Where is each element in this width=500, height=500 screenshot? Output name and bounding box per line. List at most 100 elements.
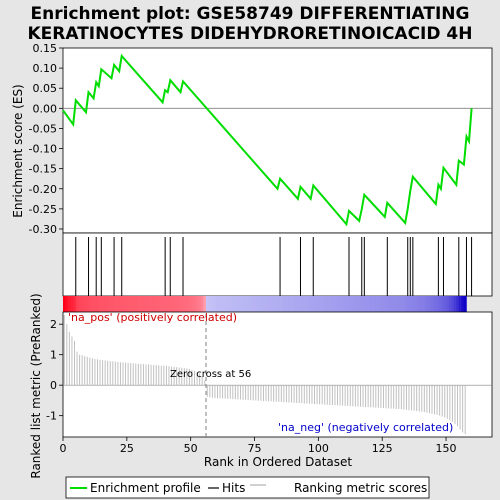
heatmap-cell — [377, 296, 380, 312]
heatmap-cell — [244, 296, 248, 312]
heatmap-cell — [305, 296, 309, 312]
heatmap-cell — [85, 296, 89, 312]
heatmap-cell — [157, 296, 161, 312]
heatmap-cell — [326, 296, 329, 312]
metric-y-tick-label: 0 — [50, 379, 57, 392]
heatmap-cell — [435, 296, 439, 312]
heatmap-cell — [341, 296, 345, 312]
heatmap-cell — [211, 296, 214, 312]
heatmap-cell — [98, 296, 102, 312]
es-y-tick-label: -0.20 — [29, 183, 57, 196]
heatmap-cell — [175, 296, 179, 312]
metric-y-tick-label: -1 — [46, 410, 57, 423]
heatmap-cell — [239, 296, 243, 312]
heatmap-cell — [116, 296, 120, 312]
legend-box — [65, 476, 430, 499]
heatmap-cell — [453, 296, 457, 312]
heatmap-cell — [124, 296, 128, 312]
heatmap-cell — [126, 296, 130, 312]
heatmap-cell — [366, 296, 370, 312]
zero-cross-label: Zero cross at 56 — [170, 369, 251, 380]
heatmap-cell — [88, 296, 92, 312]
heatmap-cell — [119, 296, 123, 312]
heatmap-cell — [328, 296, 332, 312]
heatmap-cell — [458, 296, 462, 312]
heatmap-cell — [295, 296, 299, 312]
es-curve-group — [62, 53, 473, 227]
heatmap-cell — [257, 296, 260, 312]
heatmap-cell — [280, 296, 283, 312]
chart-title-line1: Enrichment plot: GSE58749 DIFFERENTIATIN… — [31, 4, 470, 24]
heatmap-cell — [172, 296, 176, 312]
heatmap-cell — [137, 296, 140, 312]
heatmap-cell — [336, 296, 340, 312]
heatmap-cell — [443, 296, 447, 312]
heatmap-cell — [144, 296, 148, 312]
x-tick-label: 50 — [184, 442, 198, 455]
heatmap-cell — [425, 296, 429, 312]
heatmap-cell — [423, 296, 426, 312]
heatmap-cell — [91, 296, 94, 312]
heatmap-cell — [70, 296, 74, 312]
heatmap-cell — [389, 296, 393, 312]
x-tick-label: 75 — [248, 442, 262, 455]
heatmap-cell — [262, 296, 266, 312]
heatmap-cell — [371, 296, 375, 312]
heatmap-cell — [448, 296, 452, 312]
heatmap-cell — [264, 296, 268, 312]
heatmap-cell — [198, 296, 202, 312]
heatmap-cell — [290, 296, 294, 312]
heatmap-cell — [384, 296, 388, 312]
heatmap-cell — [318, 296, 322, 312]
heatmap-cell — [285, 296, 289, 312]
heatmap-cell — [417, 296, 421, 312]
metric-y-tick-label: 2 — [50, 318, 57, 331]
heatmap-cell — [170, 296, 174, 312]
heatmap-cell — [349, 296, 352, 312]
metric-y-tick-label: 1 — [50, 349, 57, 362]
heatmap-cell — [420, 296, 424, 312]
heatmap-cell — [369, 296, 373, 312]
heatmap-cell — [147, 296, 151, 312]
heatmap-cell — [269, 296, 273, 312]
heatmap-cell — [73, 296, 77, 312]
x-tick-label: 100 — [308, 442, 329, 455]
heatmap-cell — [203, 296, 207, 312]
heatmap-cell — [216, 296, 220, 312]
heatmap-cell — [193, 296, 197, 312]
heatmap-cell — [359, 296, 363, 312]
heatmap-cell — [254, 296, 258, 312]
heatmap-cell — [111, 296, 115, 312]
heatmap-cell — [297, 296, 301, 312]
heatmap-cell — [456, 296, 460, 312]
heatmap-cell — [323, 296, 327, 312]
heatmap-cell — [405, 296, 409, 312]
heatmap-cell — [154, 296, 158, 312]
heatmap-cell — [338, 296, 342, 312]
heatmap-cell — [103, 296, 107, 312]
heatmap-cell — [267, 296, 271, 312]
heatmap-cell — [68, 296, 71, 312]
heatmap-cell — [410, 296, 414, 312]
heatmap-cell — [63, 296, 66, 312]
heatmap-cell — [402, 296, 406, 312]
heatmap-cell — [343, 296, 347, 312]
es-y-tick-label: -0.25 — [29, 203, 57, 216]
heatmap-cell — [139, 296, 143, 312]
heatmap-cell — [121, 296, 125, 312]
heatmap-cell — [180, 296, 184, 312]
heatmap-cell — [208, 296, 212, 312]
es-y-tick-label: 0.00 — [33, 102, 58, 115]
heatmap-cell — [287, 296, 291, 312]
heatmap-cell — [461, 296, 465, 312]
heatmap-cell — [149, 296, 153, 312]
heatmap-cell — [277, 296, 281, 312]
heatmap-cell — [129, 296, 133, 312]
metric-y-label: Ranked list metric (PreRanked) — [29, 293, 43, 478]
heatmap-cell — [226, 296, 230, 312]
heatmap-cell — [93, 296, 97, 312]
heatmap-cell — [333, 296, 337, 312]
heatmap-cell — [392, 296, 396, 312]
es-panel — [62, 47, 493, 234]
hits-panel — [62, 232, 493, 297]
